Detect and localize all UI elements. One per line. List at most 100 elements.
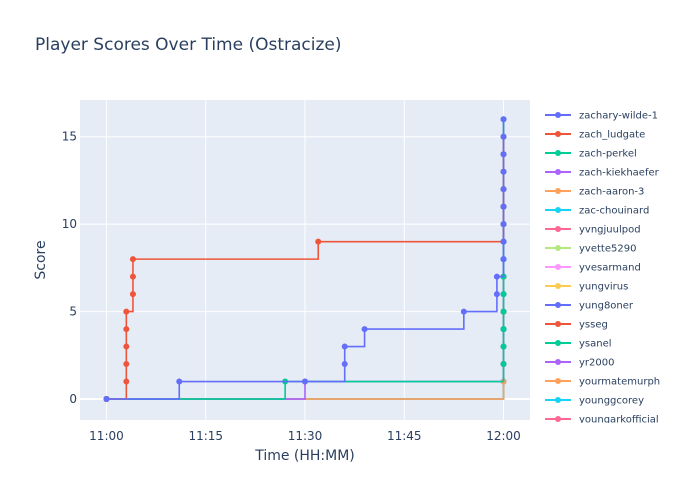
- data-point[interactable]: [500, 308, 507, 315]
- x-axis-title: Time (HH:MM): [254, 448, 355, 464]
- legend-label: yourmatemurph: [579, 377, 660, 388]
- legend-item-younggcorey[interactable]: younggcorey: [545, 396, 644, 407]
- legend-label: yungvirus: [579, 282, 628, 293]
- legend-marker: [555, 150, 561, 156]
- legend-marker: [555, 359, 561, 365]
- legend-item-zac-chouinard[interactable]: zac-chouinard: [545, 206, 649, 217]
- legend-item-yourmatemurph[interactable]: yourmatemurph: [545, 377, 660, 388]
- legend-marker: [555, 378, 561, 384]
- data-point[interactable]: [302, 378, 308, 385]
- data-point[interactable]: [493, 291, 500, 298]
- legend-item-yvesarmand[interactable]: yvesarmand: [545, 263, 641, 274]
- legend-marker: [555, 188, 561, 194]
- series-zachary-wilde-1: [103, 116, 507, 403]
- legend-item-youngarkofficial[interactable]: youngarkofficial: [545, 415, 659, 426]
- data-point[interactable]: [500, 168, 507, 175]
- data-point[interactable]: [500, 186, 507, 193]
- legend-marker: [555, 302, 561, 308]
- data-point[interactable]: [500, 326, 507, 333]
- data-point[interactable]: [176, 378, 183, 385]
- data-point[interactable]: [500, 343, 507, 350]
- x-tick-label: 11:00: [89, 429, 124, 443]
- legend-label: zac-chouinard: [579, 206, 649, 217]
- legend-marker: [555, 340, 561, 346]
- legend-item-zachary-wilde-1[interactable]: zachary-wilde-1: [545, 111, 658, 122]
- legend-item-yungvirus[interactable]: yungvirus: [545, 282, 628, 293]
- y-tick-label: 5: [69, 305, 77, 319]
- legend-label: zach-perkel: [579, 149, 637, 160]
- data-point[interactable]: [500, 238, 507, 245]
- data-point[interactable]: [500, 256, 507, 263]
- data-point[interactable]: [500, 361, 507, 368]
- legend-item-zach-aaron-3[interactable]: zach-aaron-3: [545, 187, 644, 198]
- legend-label: zach-kiekhaefer: [579, 168, 660, 179]
- x-tick-label: 12:00: [486, 429, 521, 443]
- legend-marker: [555, 283, 561, 289]
- data-point[interactable]: [500, 133, 507, 140]
- legend-marker: [555, 131, 561, 137]
- y-axis-title: Score: [33, 240, 49, 279]
- data-point[interactable]: [129, 291, 136, 298]
- chart-title: Player Scores Over Time (Ostracize): [35, 35, 342, 55]
- data-point[interactable]: [123, 326, 130, 333]
- legend-label: yr2000: [579, 358, 614, 369]
- data-point[interactable]: [500, 221, 507, 228]
- legend-item-yvngjuulpod[interactable]: yvngjuulpod: [545, 225, 641, 236]
- legend-label: zachary-wilde-1: [579, 111, 658, 122]
- x-tick-label: 11:30: [288, 429, 323, 443]
- tick-labels: 11:00 11:15 11:30 11:45 12:00 0 5 10 15: [62, 130, 521, 443]
- data-point[interactable]: [500, 116, 507, 123]
- legend-label: zach_ludgate: [579, 130, 645, 141]
- legend-marker: [555, 169, 561, 175]
- legend-item-zach-perkel[interactable]: zach-perkel: [545, 149, 637, 160]
- legend[interactable]: zachary-wilde-1 zach_ludgate zach-perkel za…: [545, 111, 660, 426]
- legend-item-yr2000[interactable]: yr2000: [545, 358, 614, 369]
- legend-marker: [555, 112, 561, 118]
- data-point[interactable]: [123, 343, 130, 350]
- legend-item-yvette5290[interactable]: yvette5290: [545, 244, 636, 255]
- data-point[interactable]: [361, 326, 368, 333]
- legend-label: ysseg: [579, 320, 608, 331]
- legend-marker: [555, 245, 561, 251]
- legend-label: yvette5290: [579, 244, 636, 255]
- legend-item-yung8oner[interactable]: yung8oner: [545, 301, 634, 312]
- data-point[interactable]: [129, 256, 136, 263]
- data-point[interactable]: [123, 308, 130, 315]
- legend-marker: [555, 264, 561, 270]
- data-point[interactable]: [341, 343, 348, 350]
- legend-marker: [555, 416, 561, 422]
- data-point[interactable]: [123, 361, 130, 368]
- y-tick-label: 15: [62, 130, 77, 144]
- legend-label: yung8oner: [579, 301, 634, 312]
- y-tick-label: 10: [62, 217, 77, 231]
- data-point[interactable]: [500, 203, 507, 210]
- data-point[interactable]: [103, 396, 110, 403]
- y-tick-label: 0: [69, 392, 77, 406]
- legend-label: zach-aaron-3: [579, 187, 644, 198]
- legend-label: ysanel: [579, 339, 612, 350]
- data-point[interactable]: [500, 291, 507, 298]
- legend-label: younggcorey: [579, 396, 644, 407]
- legend-marker: [555, 397, 561, 403]
- series-layer: [103, 116, 507, 403]
- data-point[interactable]: [123, 378, 130, 385]
- legend-item-ysanel[interactable]: ysanel: [545, 339, 612, 350]
- legend-item-zach-kiekhaefer[interactable]: zach-kiekhaefer: [545, 168, 660, 179]
- legend-item-ysseg[interactable]: ysseg: [545, 320, 608, 331]
- data-point[interactable]: [500, 151, 507, 158]
- data-point[interactable]: [493, 273, 500, 280]
- legend-label: youngarkofficial: [579, 415, 659, 426]
- data-point[interactable]: [315, 238, 322, 245]
- x-tick-label: 11:45: [387, 429, 422, 443]
- legend-label: yvesarmand: [579, 263, 641, 274]
- legend-marker: [555, 226, 561, 232]
- legend-marker: [555, 207, 561, 213]
- legend-marker: [555, 321, 561, 327]
- legend-item-zach_ludgate[interactable]: zach_ludgate: [545, 130, 645, 141]
- data-point[interactable]: [460, 308, 467, 315]
- data-point[interactable]: [129, 273, 136, 280]
- data-point[interactable]: [341, 361, 348, 368]
- x-tick-label: 11:15: [188, 429, 223, 443]
